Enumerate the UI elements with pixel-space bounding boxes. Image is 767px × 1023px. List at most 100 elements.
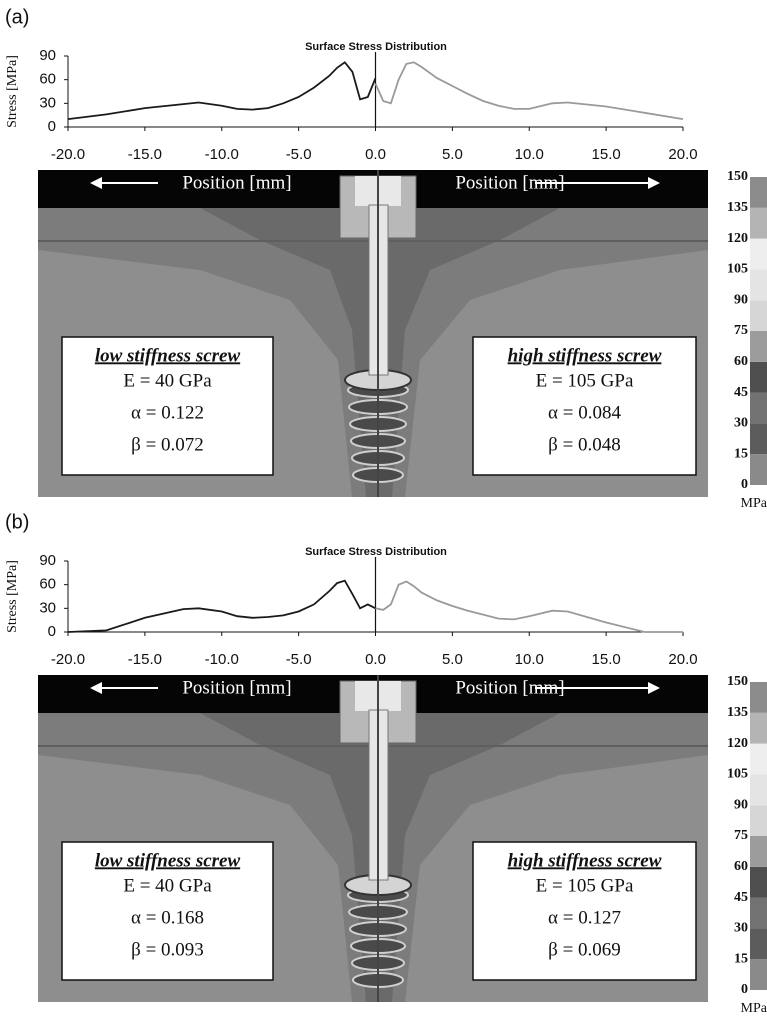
box-title: low stiffness screw [95,850,241,871]
colorbar-tick-label: 0 [741,982,748,997]
y-axis-label: Stress [MPa] [5,55,20,128]
x-tick-label: 15.0 [592,146,621,163]
panel-label: (a) [5,6,29,28]
box-title: low stiffness screw [95,345,241,366]
arrow-right-head [648,682,660,694]
box-line: E = 105 GPa [536,875,634,896]
box-title: high stiffness screw [508,345,662,366]
box-line: α = 0.168 [131,907,204,928]
colorbar-tick-label: 90 [734,797,748,812]
colorbar-band [750,207,767,239]
colorbar-band [750,177,767,208]
arrow-left-head [90,682,102,694]
colorbar-band [750,866,767,898]
colorbar-band [750,238,767,270]
y-tick-label: 0 [48,623,56,640]
arrow-left-head [90,177,102,189]
x-tick-label: 0.0 [365,146,386,163]
box-line: E = 40 GPa [123,875,212,896]
position-label: Position [mm] [182,677,291,698]
colorbar-tick-label: 30 [734,416,748,431]
y-tick-label: 60 [39,576,56,593]
x-tick-label: 0.0 [365,651,386,668]
x-tick-label: 20.0 [668,651,697,668]
y-tick-label: 30 [39,94,56,111]
colorbar-tick-label: 45 [734,890,748,905]
colorbar-band [750,712,767,744]
position-label: Position [mm] [455,677,564,698]
x-tick-label: 5.0 [442,146,463,163]
colorbar-unit: MPa [741,1001,767,1016]
colorbar-band [750,836,767,867]
x-tick-label: 20.0 [668,146,697,163]
stress-line [374,61,684,120]
annotation-box [61,841,274,981]
colorbar-tick-label: 45 [734,385,748,400]
annotation-box [61,336,274,476]
colorbar-band [750,423,767,455]
box-line: β = 0.093 [131,939,204,960]
colorbar-tick-label: 60 [734,859,748,874]
y-tick-label: 60 [39,71,56,88]
arrow-right-head [648,177,660,189]
stress-line [375,580,683,633]
colorbar-tick-label: 15 [734,446,748,461]
x-tick-label: 10.0 [515,146,544,163]
colorbar-band [750,682,767,713]
y-tick-label: 0 [48,118,56,135]
colorbar-band [750,897,767,929]
panel-label: (b) [5,511,29,533]
box-line: β = 0.072 [131,434,204,455]
x-tick-label: -20.0 [51,651,85,668]
panel: (b) Surface Stress Distribution Stress [MP… [5,511,767,1016]
colorbar-tick-label: 150 [727,169,748,184]
box-line: α = 0.127 [548,907,621,928]
colorbar-tick-label: 75 [734,828,748,843]
x-tick-label: -20.0 [51,146,85,163]
position-label: Position [mm] [455,172,564,193]
colorbar-band [750,454,767,485]
stress-line [67,579,376,633]
x-tick-label: 5.0 [442,651,463,668]
colorbar-band [750,743,767,775]
chart-title: Surface Stress Distribution [305,546,447,558]
colorbar-unit: MPa [741,496,767,511]
x-tick-label: 15.0 [592,651,621,668]
x-tick-label: -10.0 [205,146,239,163]
colorbar-band [750,774,767,806]
colorbar-tick-label: 60 [734,354,748,369]
colorbar-tick-label: 105 [727,262,748,277]
colorbar-band [750,269,767,301]
y-tick-label: 30 [39,599,56,616]
colorbar-band [750,959,767,990]
colorbar-tick-label: 105 [727,767,748,782]
stress-line [67,61,377,120]
x-tick-label: -5.0 [286,146,312,163]
colorbar-tick-label: 120 [727,231,748,246]
box-line: β = 0.069 [548,939,621,960]
annotation-box [472,336,697,476]
colorbar-band [750,392,767,424]
colorbar-band [750,805,767,836]
box-line: E = 40 GPa [123,370,212,391]
panel: (a) Surface Stress Distribution Stress [MP… [5,6,767,511]
colorbar-tick-label: 120 [727,736,748,751]
colorbar-band [750,361,767,393]
colorbar-band [750,331,767,362]
colorbar-tick-label: 30 [734,921,748,936]
annotation-box [472,841,697,981]
box-line: E = 105 GPa [536,370,634,391]
y-axis-label: Stress [MPa] [5,560,20,633]
box-line: α = 0.084 [548,402,621,423]
x-tick-label: 10.0 [515,651,544,668]
colorbar-band [750,928,767,960]
chart-title: Surface Stress Distribution [305,41,447,53]
x-tick-label: -15.0 [128,146,162,163]
x-tick-label: -15.0 [128,651,162,668]
y-tick-label: 90 [39,552,56,569]
colorbar-tick-label: 150 [727,674,748,689]
box-title: high stiffness screw [508,850,662,871]
position-label: Position [mm] [182,172,291,193]
box-line: β = 0.048 [548,434,621,455]
